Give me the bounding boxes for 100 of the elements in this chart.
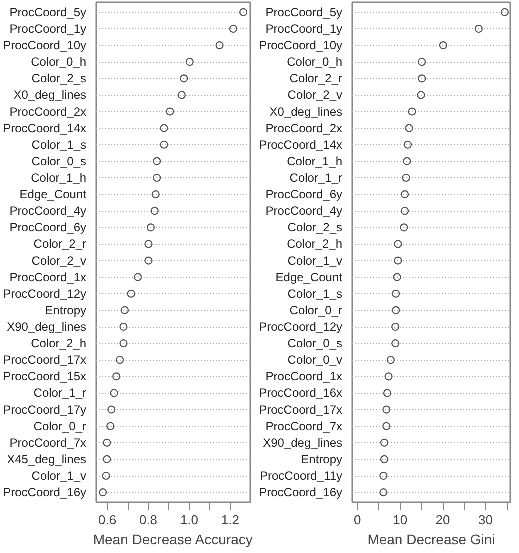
point <box>382 406 391 414</box>
y-tick-label: ProcCoord_7x <box>10 436 87 450</box>
y-tick-label: ProcCoord_17y <box>3 402 87 417</box>
y-tick-label: Color_1_s <box>288 286 343 301</box>
point <box>110 389 118 398</box>
x-tick-label: 10 <box>393 512 408 528</box>
point <box>394 256 402 265</box>
y-tick-label: Color_2_s <box>288 220 343 235</box>
point <box>384 372 393 381</box>
point <box>108 406 116 414</box>
point <box>166 108 174 116</box>
y-tick-label: Color_2_s <box>32 72 87 86</box>
point <box>103 438 112 447</box>
point <box>153 157 162 166</box>
point <box>99 488 108 497</box>
y-tick-label: X90_deg_lines <box>7 320 87 334</box>
point <box>418 58 426 66</box>
point <box>394 240 402 248</box>
point <box>116 356 124 364</box>
y-tick-label: Color_2_r <box>290 72 343 86</box>
point <box>134 273 142 282</box>
point <box>106 422 115 430</box>
y-tick-label: Edge_Count <box>20 188 88 202</box>
point <box>120 306 130 314</box>
x-tick-label: 0.8 <box>139 512 158 528</box>
point <box>146 224 156 232</box>
point <box>120 322 128 332</box>
point <box>178 91 186 100</box>
y-tick-label: ProcCoord_16y <box>259 486 343 500</box>
y-tick-label: ProcCoord_1y <box>266 22 343 36</box>
point <box>186 58 194 66</box>
point <box>392 340 400 348</box>
y-tick-label: ProcCoord_10y <box>259 38 343 53</box>
y-tick-label: ProcCoord_1y <box>10 22 87 36</box>
point <box>120 340 128 348</box>
point <box>380 488 388 497</box>
point <box>380 472 388 480</box>
y-tick-label: ProcCoord_1x <box>10 270 87 284</box>
y-tick-label: ProcCoord_2x <box>10 104 87 119</box>
point <box>392 290 400 298</box>
y-tick-label: Color_1_h <box>287 154 343 168</box>
point <box>127 290 136 298</box>
y-tick-label: Color_0_r <box>290 303 343 318</box>
point <box>405 124 414 132</box>
point <box>418 74 426 83</box>
y-tick-label: ProcCoord_6y <box>266 188 343 202</box>
point <box>153 174 162 182</box>
point <box>112 372 121 381</box>
y-tick-label: ProcCoord_10y <box>3 38 87 53</box>
point <box>380 455 389 464</box>
y-tick-label: Color_2_v <box>288 88 343 102</box>
point <box>216 42 224 50</box>
point <box>404 140 412 149</box>
y-tick-label: Color_2_h <box>287 237 343 252</box>
y-tick-label: ProcCoord_1x <box>266 370 343 384</box>
point <box>152 190 160 199</box>
point <box>402 174 410 182</box>
x-axis-title: Mean Decrease Accuracy <box>93 532 253 548</box>
point <box>392 306 400 314</box>
y-tick-label: ProcCoord_14x <box>3 121 87 136</box>
point <box>150 207 159 216</box>
y-tick-label: Color_1_v <box>288 254 343 268</box>
x-tick-label: 1.2 <box>221 512 240 528</box>
y-tick-label: ProcCoord_17x <box>3 353 87 368</box>
y-tick-label: Color_2_h <box>31 336 87 351</box>
y-tick-label: X0_deg_lines <box>270 104 343 119</box>
y-tick-label: ProcCoord_5y <box>10 5 87 20</box>
y-tick-label: Color_0_h <box>31 55 87 70</box>
point <box>102 472 110 480</box>
y-tick-label: Entropy <box>45 303 87 318</box>
y-tick-label: Entropy <box>301 452 343 466</box>
y-tick-label: Color_0_r <box>34 419 87 434</box>
point <box>417 91 426 100</box>
y-tick-label: Color_1_v <box>32 469 87 484</box>
point <box>144 240 153 248</box>
y-tick-label: Color_2_v <box>32 254 87 268</box>
point <box>383 389 392 398</box>
y-tick-label: ProcCoord_12y <box>259 320 343 334</box>
point <box>474 24 483 34</box>
x-tick-label: 0.6 <box>98 512 117 528</box>
y-tick-label: ProcCoord_15x <box>3 370 87 384</box>
point <box>392 322 400 332</box>
point <box>239 8 248 16</box>
y-tick-label: Color_0_v <box>288 353 343 368</box>
y-tick-label: ProcCoord_5y <box>266 5 343 20</box>
y-tick-label: Color_2_r <box>34 237 87 252</box>
point <box>229 24 238 34</box>
point <box>403 157 412 166</box>
point <box>500 8 509 16</box>
x-tick-label: 0 <box>354 512 362 528</box>
y-tick-label: Color_1_r <box>290 170 343 185</box>
y-tick-label: X45_deg_lines <box>7 452 87 466</box>
y-tick-label: ProcCoord_14x <box>259 138 343 152</box>
x-tick-label: 1.0 <box>180 512 199 528</box>
point <box>400 207 410 216</box>
y-tick-label: Color_1_r <box>34 386 87 400</box>
point <box>144 256 153 265</box>
y-tick-label: ProcCoord_4y <box>10 204 87 218</box>
point <box>400 224 408 232</box>
y-tick-label: ProcCoord_6y <box>10 220 87 235</box>
